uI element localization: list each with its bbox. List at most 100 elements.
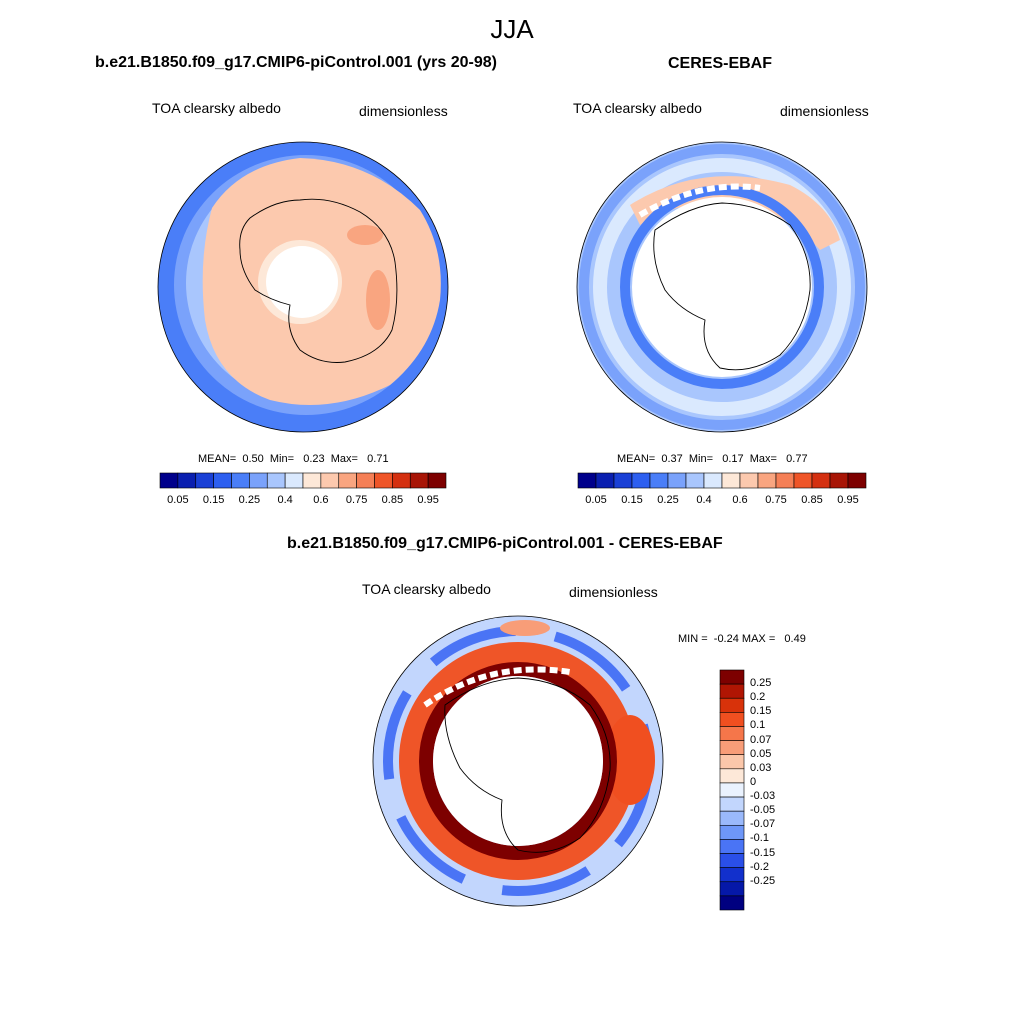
colorbar-tick-label: 0.05	[585, 494, 607, 506]
colorbar-swatch	[719, 810, 745, 826]
panel-2-variable: TOA clearsky albedo	[573, 100, 702, 116]
colorbar-tick-label: 0.05	[167, 494, 189, 506]
colorbar-swatch	[719, 824, 745, 840]
colorbar-swatch	[719, 669, 745, 685]
colorbar-swatch	[719, 712, 745, 727]
colorbar-swatch	[302, 472, 322, 489]
colorbar-swatch	[719, 754, 745, 770]
colorbar-swatch	[266, 472, 286, 489]
colorbar-swatch	[793, 472, 813, 489]
colorbar-tick-label: 0.85	[801, 494, 823, 506]
colorbar-tick-label: 0.25	[238, 494, 261, 506]
panel-1-title: b.e21.B1850.f09_g17.CMIP6-piControl.001 …	[95, 54, 497, 71]
colorbar-swatch	[703, 472, 723, 489]
panel-2-stats: MEAN= 0.37 Min= 0.17 Max= 0.77	[617, 453, 808, 465]
colorbar-tick-label: 0.75	[765, 494, 787, 506]
colorbar-swatch	[719, 697, 745, 713]
colorbar-tick-label: 0.85	[381, 494, 404, 506]
panel-1-variable: TOA clearsky albedo	[152, 100, 281, 116]
panel-1-units: dimensionless	[359, 103, 448, 119]
panel-3-title: b.e21.B1850.f09_g17.CMIP6-piControl.001 …	[287, 535, 723, 552]
panel-1-colorbar	[159, 472, 447, 489]
colorbar-swatch	[356, 472, 375, 489]
colorbar-swatch	[719, 881, 745, 897]
panel-3-units: dimensionless	[569, 584, 658, 600]
colorbar-tick-label: 0.25	[750, 677, 772, 690]
colorbar-tick-label: 0.1	[750, 719, 766, 732]
colorbar-swatch	[577, 472, 597, 489]
colorbar-swatch	[719, 683, 745, 699]
colorbar-swatch	[213, 472, 232, 489]
colorbar-tick-label: -0.07	[750, 818, 776, 831]
panel-2-colorbar	[577, 472, 867, 489]
colorbar-tick-label: 0.2	[750, 691, 766, 704]
colorbar-tick-label: 0.07	[750, 733, 772, 746]
colorbar-tick-label: 0.15	[202, 494, 225, 506]
colorbar-swatch	[685, 472, 705, 489]
colorbar-swatch	[847, 472, 867, 489]
figure-title: JJA	[490, 14, 534, 44]
colorbar-swatch	[739, 472, 759, 489]
colorbar-swatch	[719, 768, 745, 784]
colorbar-tick-label: -0.03	[750, 790, 776, 803]
colorbar-swatch	[719, 796, 745, 812]
colorbar-tick-label: 0.05	[750, 747, 772, 760]
colorbar-tick-label: -0.05	[750, 804, 776, 817]
colorbar-tick-label: 0.25	[657, 494, 679, 506]
panel-2-units: dimensionless	[780, 103, 869, 119]
colorbar-swatch	[159, 472, 179, 489]
colorbar-swatch	[338, 472, 357, 489]
panel-2-title: CERES-EBAF	[668, 55, 773, 72]
panel-1-map	[158, 142, 448, 432]
colorbar-tick-label: 0.6	[732, 494, 748, 506]
colorbar-swatch	[719, 782, 745, 798]
colorbar-tick-label: 0.95	[837, 494, 859, 506]
colorbar-swatch	[719, 895, 745, 911]
colorbar-tick-label: 0.15	[750, 705, 772, 718]
colorbar-tick-label: 0.15	[621, 494, 643, 506]
colorbar-tick-label: -0.1	[750, 832, 769, 845]
colorbar-tick-label: 0.4	[696, 494, 712, 506]
colorbar-swatch	[392, 472, 411, 489]
colorbar-swatch	[775, 472, 795, 489]
colorbar-swatch	[320, 472, 340, 489]
colorbar-tick-label: 0	[750, 775, 757, 788]
colorbar-swatch	[719, 740, 745, 756]
colorbar-tick-label: 0.03	[750, 761, 772, 774]
panel-3-colorbar	[719, 669, 745, 911]
panel-3-stats: MIN = -0.24 MAX = 0.49	[678, 633, 806, 645]
colorbar-tick-label: 0.95	[417, 494, 439, 506]
colorbar-swatch	[721, 472, 741, 489]
colorbar-swatch	[231, 472, 250, 489]
colorbar-swatch	[284, 472, 304, 489]
panel-1-stats: MEAN= 0.50 Min= 0.23 Max= 0.71	[198, 453, 389, 465]
panel-3-map	[373, 616, 663, 906]
colorbar-swatch	[195, 472, 214, 489]
colorbar-swatch	[631, 472, 651, 489]
colorbar-swatch	[829, 472, 849, 489]
colorbar-swatch	[719, 853, 745, 868]
colorbar-swatch	[427, 472, 447, 489]
colorbar-swatch	[613, 472, 633, 489]
colorbar-tick-label: -0.25	[750, 874, 776, 887]
colorbar-tick-label: 0.6	[313, 494, 329, 506]
colorbar-swatch	[649, 472, 669, 489]
colorbar-swatch	[719, 839, 745, 854]
colorbar-swatch	[374, 472, 393, 489]
colorbar-swatch	[719, 726, 745, 741]
panel-3-variable: TOA clearsky albedo	[362, 581, 491, 597]
colorbar-tick-label: -0.2	[750, 860, 769, 873]
colorbar-tick-label: 0.4	[277, 494, 293, 506]
colorbar-swatch	[249, 472, 268, 489]
colorbar-swatch	[667, 472, 687, 489]
colorbar-tick-label: -0.15	[750, 846, 776, 859]
colorbar-swatch	[719, 867, 745, 883]
colorbar-swatch	[811, 472, 831, 489]
colorbar-swatch	[595, 472, 615, 489]
panel-2-map	[577, 142, 867, 432]
colorbar-swatch	[409, 472, 429, 489]
colorbar-tick-label: 0.75	[345, 494, 368, 506]
colorbar-swatch	[177, 472, 197, 489]
colorbar-swatch	[757, 472, 777, 489]
